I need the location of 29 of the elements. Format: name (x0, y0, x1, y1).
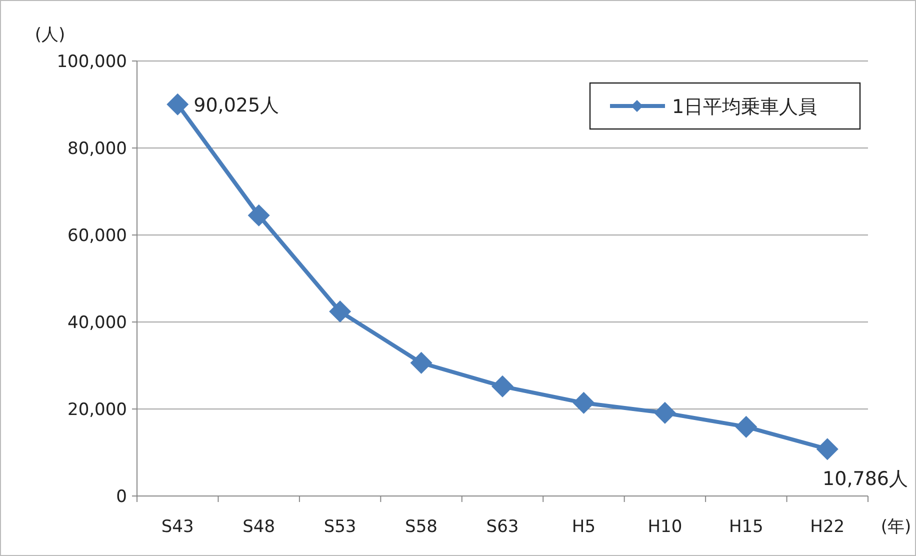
point (329, 300, 352, 323)
x-tick-label: H22 (810, 517, 845, 537)
point (166, 93, 189, 116)
y-tick-label: 0 (116, 487, 127, 507)
x-tick-label: H10 (648, 517, 682, 537)
x-axis-title: (年) (880, 517, 912, 537)
x-tick-label: S43 (161, 517, 194, 537)
x-tick-label: S48 (242, 517, 276, 537)
annotation: 90,025人 (194, 94, 280, 116)
y-axis-title: (人) (34, 25, 66, 45)
x-tick-label: H15 (728, 517, 764, 537)
x-tick-label: S53 (324, 517, 356, 537)
x-tick-label: S63 (486, 517, 519, 537)
y-tick-label: 60,000 (68, 226, 127, 246)
legend-label: 1日平均乗車人員 (672, 96, 818, 118)
y-tick-label: 20,000 (68, 400, 127, 420)
point (248, 204, 270, 226)
x-tick-label: S58 (405, 517, 438, 537)
point (816, 438, 838, 460)
point (410, 352, 432, 374)
y-tick-label: 40,000 (68, 313, 127, 333)
annotation: 10,786人 (822, 468, 908, 490)
point (572, 392, 595, 414)
y-tick-label: 100,000 (56, 52, 127, 72)
y-tick-label: 80,000 (68, 139, 127, 159)
point (735, 416, 758, 438)
x-tick-label: H5 (572, 517, 596, 537)
point (492, 375, 514, 398)
point (654, 402, 676, 424)
